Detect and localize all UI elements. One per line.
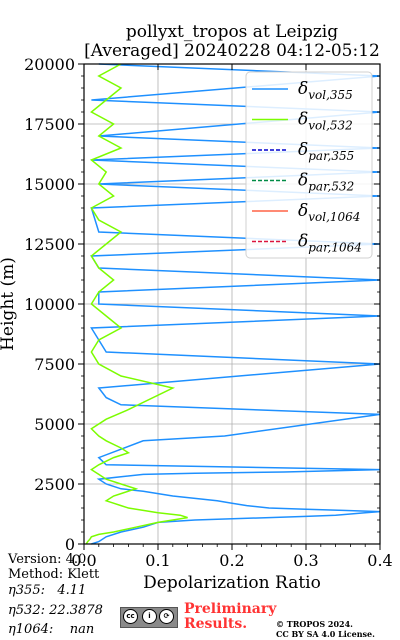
legend-label-subscript: vol,1064 (308, 210, 360, 224)
legend-label-subscript: vol,532 (308, 119, 353, 133)
depolarization-chart: 0.0 0.1 0.2 0.3 0.4 0 2500 5000 7500 10000 12500 15… (0, 55, 393, 593)
legend-label-subscript: vol,355 (308, 88, 353, 102)
preliminary-line2: Results. (184, 616, 248, 632)
y-tick-label: 17500 (24, 115, 75, 134)
x-tick-label: 0.0 (71, 551, 96, 570)
x-tick-label: 0.3 (293, 551, 318, 570)
chart-title: pollyxt_tropos at Leipzig (125, 22, 339, 42)
series-line-vol-532 (85, 63, 188, 545)
y-tick-label: 20000 (24, 55, 75, 74)
preliminary-line1: Preliminary (184, 601, 277, 617)
y-axis-label: Height (m) (0, 257, 18, 351)
y-tick-label: 7500 (34, 355, 75, 374)
cc-license-logo: cc i ⟳ (120, 607, 178, 628)
y-tick-label: 12500 (24, 235, 75, 254)
y-tick-label: 15000 (24, 175, 75, 194)
y-tick-label: 5000 (34, 415, 75, 434)
series-line-vol-355 (90, 63, 381, 545)
y-tick-label: 10000 (24, 295, 75, 314)
legend: δvol,355δvol,532δpar,355δpar,532δvol,106… (245, 71, 373, 259)
y-tick-label: 0 (65, 535, 75, 554)
legend-label-subscript: par,532 (308, 180, 354, 194)
version-text: Version: 4.0 (8, 552, 87, 567)
copyright-line2: CC BY SA 4.0 License. (276, 629, 375, 639)
eta1064-text: η1064: nan (8, 622, 95, 637)
eta532-text: η532: 22.3878 (8, 603, 103, 618)
x-axis-label: Depolarization Ratio (143, 573, 321, 593)
copyright-line1: © TROPOS 2024. (276, 619, 353, 629)
legend-label-subscript: par,1064 (308, 241, 362, 255)
eta355-text: η355: 4.11 (8, 583, 87, 598)
chart-subtitle: [Averaged] 20240228 04:12-05:12 (84, 41, 380, 61)
method-text: Method: Klett (8, 567, 100, 582)
legend-label-subscript: par,355 (308, 149, 354, 163)
x-tick-label: 0.4 (367, 551, 392, 570)
copyright-text: © TROPOS 2024. CC BY SA 4.0 License. (276, 619, 375, 639)
y-tick-label: 2500 (34, 475, 75, 494)
preliminary-results-text: Preliminary Results. (184, 602, 276, 632)
x-tick-label: 0.1 (145, 551, 170, 570)
x-tick-label: 0.2 (219, 551, 244, 570)
